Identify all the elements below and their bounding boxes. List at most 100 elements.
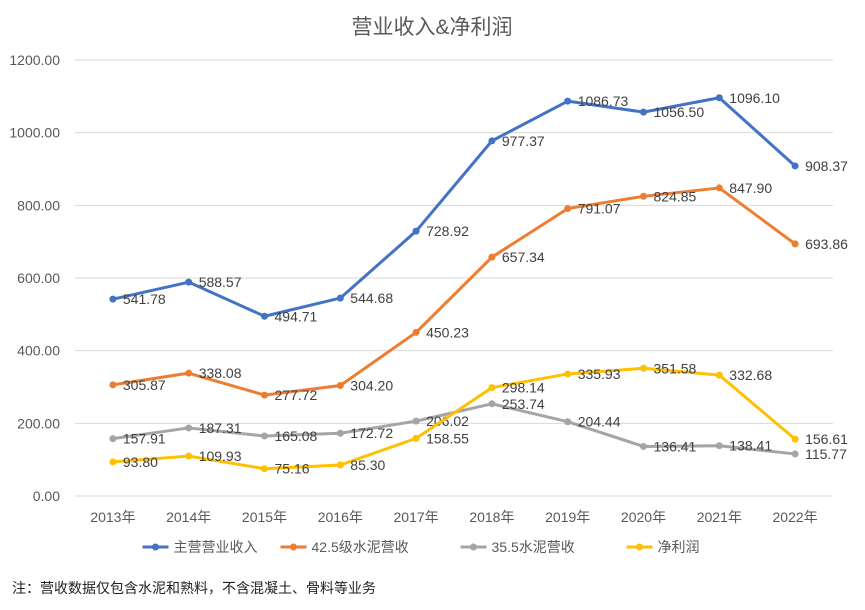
data-point xyxy=(564,418,572,426)
data-point xyxy=(564,370,572,378)
data-label: 1096.10 xyxy=(729,90,780,106)
data-point xyxy=(185,424,193,432)
legend-swatch-marker xyxy=(470,543,477,551)
data-label: 136.41 xyxy=(654,438,697,454)
data-point xyxy=(261,432,268,440)
series-line xyxy=(111,96,797,318)
data-label: 351.58 xyxy=(654,360,697,376)
data-point xyxy=(261,391,268,399)
data-point xyxy=(715,442,723,450)
data-point xyxy=(109,435,117,443)
data-label: 693.86 xyxy=(805,236,848,252)
x-tick-label: 2014年 xyxy=(166,509,211,525)
legend-label: 主营营业收入 xyxy=(174,539,258,555)
data-point xyxy=(715,94,723,102)
data-point xyxy=(488,400,496,408)
y-tick-label: 200.00 xyxy=(17,415,60,431)
legend-item: 主营营业收入 xyxy=(142,539,258,555)
data-label: 977.37 xyxy=(502,133,545,149)
data-point xyxy=(336,429,344,437)
data-label: 908.37 xyxy=(805,158,848,174)
data-point xyxy=(791,450,799,458)
series-4: 93.80 109.93 75.16 85.30 158.55 298.14 335.93 3… xyxy=(109,360,848,477)
series-line xyxy=(111,186,797,397)
data-point xyxy=(715,184,723,192)
data-point xyxy=(109,458,117,466)
data-label: 335.93 xyxy=(578,366,621,382)
legend: 主营营业收入 42.5级水泥营收 35.5水泥营收 净利润 xyxy=(142,539,700,555)
data-point xyxy=(185,369,193,377)
data-label: 541.78 xyxy=(123,291,166,307)
data-point xyxy=(488,137,496,145)
data-point xyxy=(412,434,420,442)
series-group: 541.78 588.57 494.71 544.68 728.92 977.37 1086… xyxy=(109,90,848,477)
data-label: 847.90 xyxy=(729,180,772,196)
legend-label: 35.5水泥营收 xyxy=(492,539,575,555)
data-label: 544.68 xyxy=(350,290,393,306)
data-label: 1086.73 xyxy=(578,93,629,109)
x-tick-label: 2022年 xyxy=(773,509,818,525)
data-point xyxy=(109,295,117,303)
x-tick-label: 2018年 xyxy=(469,509,514,525)
data-point xyxy=(261,312,268,320)
data-label: 824.85 xyxy=(654,188,697,204)
data-point xyxy=(640,108,647,116)
x-tick-label: 2019年 xyxy=(545,509,590,525)
data-label: 298.14 xyxy=(502,380,545,396)
data-label: 138.41 xyxy=(729,438,772,454)
data-point xyxy=(336,461,344,469)
data-point xyxy=(791,162,799,170)
data-label: 115.77 xyxy=(805,446,847,462)
x-tick-label: 2021年 xyxy=(697,509,742,525)
data-point xyxy=(640,364,647,372)
data-point xyxy=(336,294,344,302)
data-label: 305.87 xyxy=(123,377,166,393)
data-point xyxy=(715,371,723,379)
data-label: 253.74 xyxy=(502,396,545,412)
data-point xyxy=(564,205,572,213)
data-label: 728.92 xyxy=(426,223,469,239)
data-point xyxy=(564,97,572,105)
data-label: 75.16 xyxy=(275,461,310,477)
legend-swatch-marker xyxy=(636,543,643,551)
data-label: 165.08 xyxy=(275,428,318,444)
legend-item: 35.5水泥营收 xyxy=(460,539,575,555)
data-point xyxy=(412,417,420,425)
series-1: 541.78 588.57 494.71 544.68 728.92 977.37 1086… xyxy=(109,90,848,324)
data-label: 93.80 xyxy=(123,454,158,470)
data-point xyxy=(261,465,268,473)
data-label: 156.61 xyxy=(805,431,848,447)
data-point xyxy=(412,328,420,336)
legend-item: 42.5级水泥营收 xyxy=(280,539,409,555)
data-label: 304.20 xyxy=(350,377,393,393)
data-label: 791.07 xyxy=(578,201,621,217)
data-label: 157.91 xyxy=(123,431,166,447)
legend-label: 净利润 xyxy=(658,539,700,555)
legend-item: 净利润 xyxy=(626,539,700,555)
y-tick-label: 1200.00 xyxy=(9,52,60,68)
data-point xyxy=(412,227,420,235)
gridlines xyxy=(75,59,833,497)
data-label: 109.93 xyxy=(199,448,242,464)
data-point xyxy=(109,381,117,389)
data-label: 85.30 xyxy=(350,457,385,473)
data-point xyxy=(791,240,799,248)
data-label: 450.23 xyxy=(426,324,469,340)
y-tick-label: 600.00 xyxy=(17,270,60,286)
y-tick-label: 1000.00 xyxy=(9,125,60,141)
y-tick-label: 800.00 xyxy=(17,197,60,213)
x-tick-label: 2020年 xyxy=(621,509,666,525)
legend-swatch-marker xyxy=(152,543,159,551)
footnote: 注：营收数据仅包含水泥和熟料，不含混凝土、骨料等业务 xyxy=(12,581,376,597)
x-tick-label: 2013年 xyxy=(90,509,135,525)
data-point xyxy=(185,452,193,460)
data-label: 1056.50 xyxy=(654,104,705,120)
legend-swatch-marker xyxy=(290,543,297,551)
x-tick-label: 2016年 xyxy=(318,509,363,525)
data-label: 332.68 xyxy=(729,367,772,383)
data-label: 277.72 xyxy=(275,387,318,403)
data-label: 187.31 xyxy=(199,420,242,436)
data-point xyxy=(791,435,799,443)
x-tick-label: 2015年 xyxy=(242,509,287,525)
